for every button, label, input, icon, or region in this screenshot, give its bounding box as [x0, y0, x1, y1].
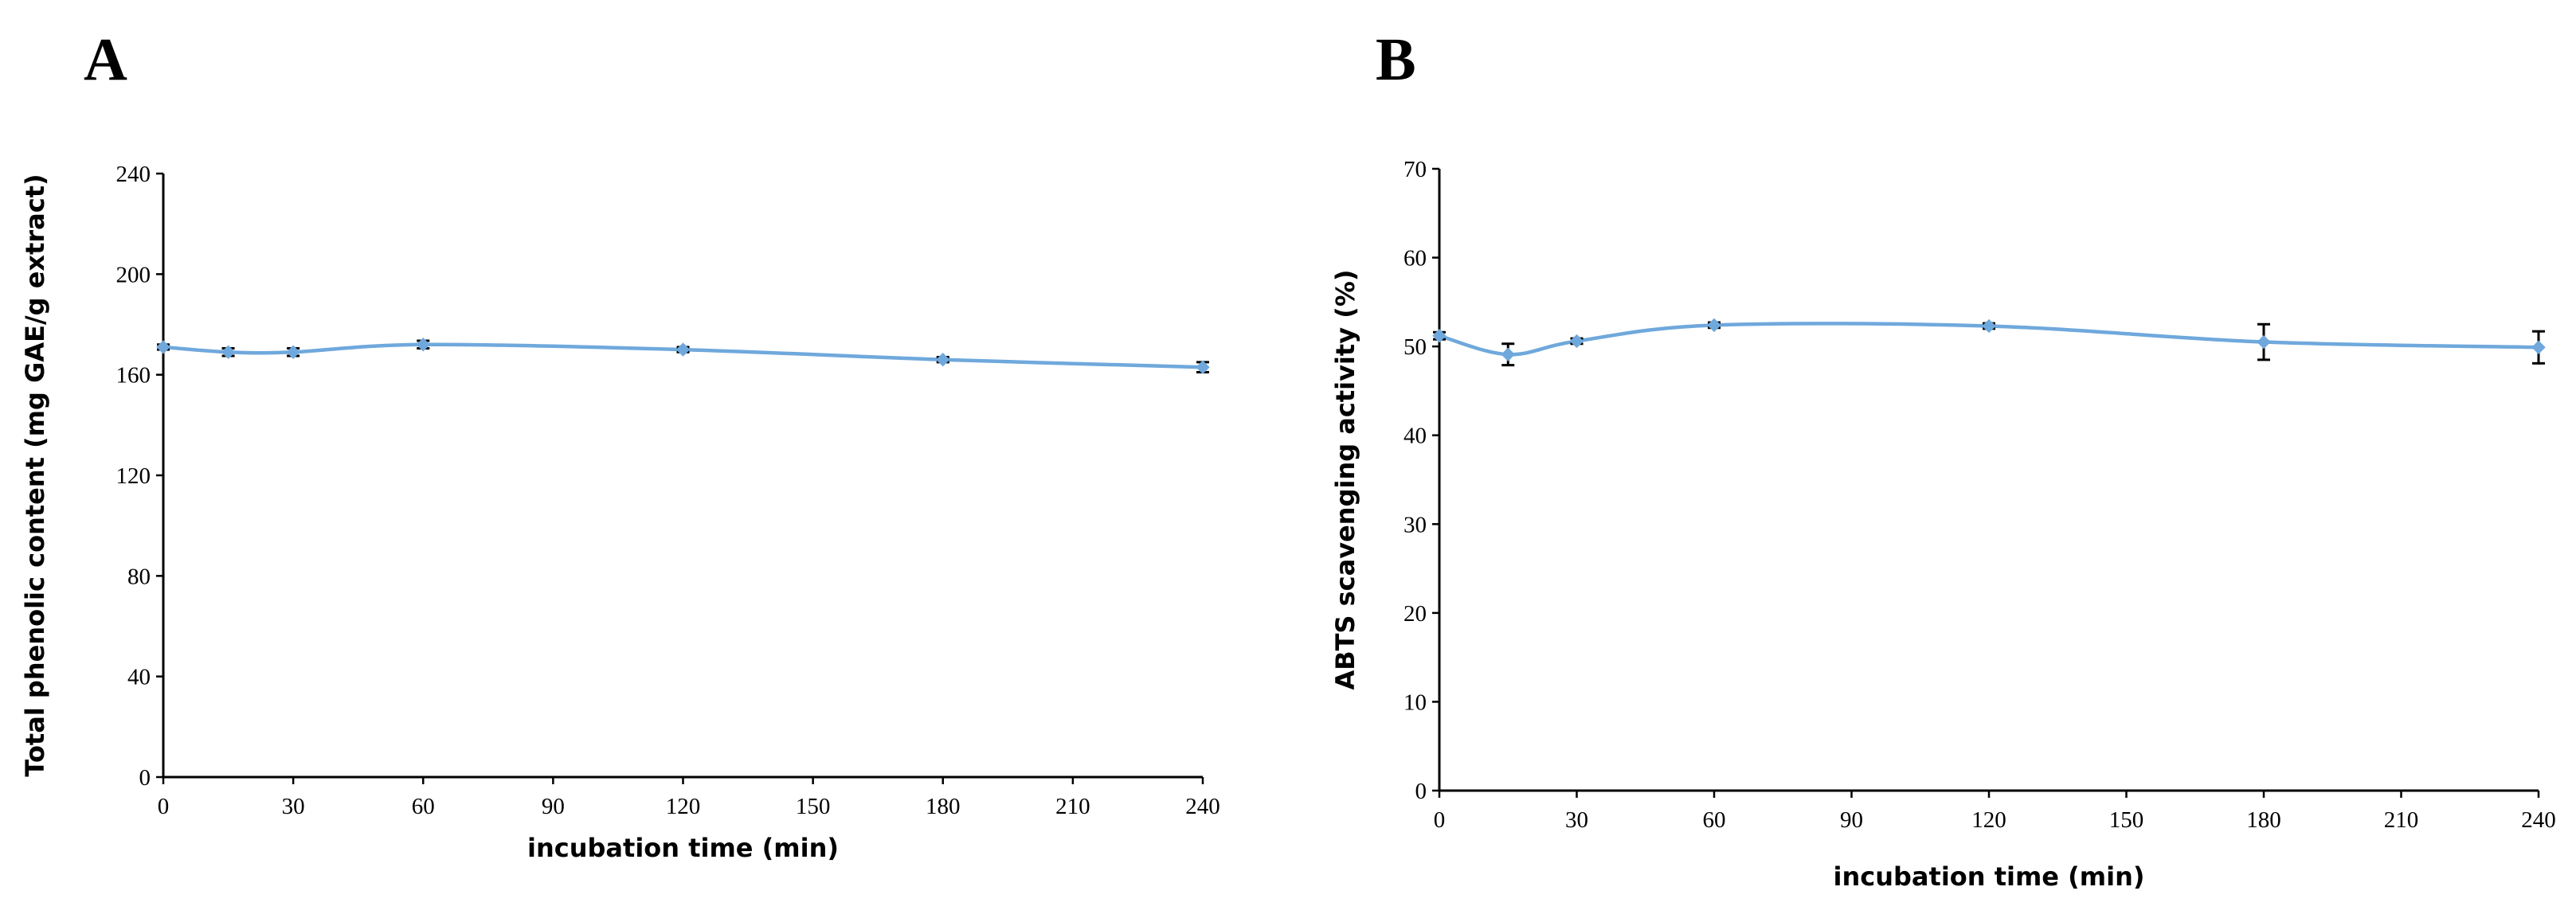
- x-tick-label: 120: [666, 794, 701, 819]
- x-tick-label: 210: [1055, 794, 1090, 819]
- data-point: [1982, 318, 1996, 334]
- x-tick-label: 120: [1971, 807, 2006, 833]
- y-tick-label: 40: [127, 665, 151, 690]
- x-tick-label: 180: [2246, 807, 2281, 833]
- x-axis-title: incubation time (min): [527, 833, 839, 863]
- x-tick-label: 150: [2109, 807, 2144, 833]
- y-axis-title: ABTS scavenging activity (%): [1330, 269, 1360, 689]
- data-point: [1432, 329, 1447, 343]
- x-axis-title: incubation time (min): [1834, 861, 2145, 892]
- x-tick-label: 30: [282, 794, 305, 819]
- data-point: [286, 345, 300, 359]
- data-point: [1501, 347, 1515, 361]
- y-tick-label: 40: [1403, 424, 1427, 449]
- data-point: [2531, 340, 2546, 354]
- data-point: [416, 338, 430, 352]
- x-tick-label: 150: [796, 794, 831, 819]
- data-point: [156, 340, 170, 354]
- series-line-abts-scavenging-activity: [1437, 322, 2541, 357]
- y-tick-label: 50: [1403, 334, 1427, 360]
- panel-a: A 0 40 80 120 160 200 240 0 30 60 90 120 150 180 210 240…: [20, 26, 1220, 863]
- x-tick-label: 60: [1703, 807, 1726, 833]
- data-point: [936, 353, 950, 367]
- x-tick-label: 180: [926, 794, 961, 819]
- x-tick-label: 0: [158, 794, 170, 819]
- y-tick-label: 30: [1403, 512, 1427, 537]
- y-tick-label: 10: [1403, 689, 1427, 715]
- y-tick-label: 240: [116, 162, 151, 187]
- y-tick-label: 120: [116, 463, 151, 489]
- x-tick-label: 240: [1185, 794, 1220, 819]
- y-tick-label: 60: [1403, 246, 1427, 271]
- x-tick-label: 0: [1434, 807, 1446, 833]
- data-point: [1707, 318, 1721, 333]
- data-point: [221, 345, 236, 359]
- x-tick-label: 30: [1565, 807, 1588, 833]
- y-tick-label: 70: [1403, 157, 1427, 182]
- y-tick-label: 20: [1403, 601, 1427, 627]
- x-tick-label: 90: [1840, 807, 1863, 833]
- data-point: [2257, 334, 2271, 350]
- x-tick-label: 90: [542, 794, 565, 819]
- data-point: [1569, 334, 1584, 349]
- y-axis-title: Total phenolic content (mg GAE/g extract…: [20, 174, 50, 776]
- data-point: [1196, 360, 1210, 374]
- data-point: [675, 342, 691, 357]
- panel-letter: B: [1376, 26, 1416, 93]
- y-tick-label: 0: [139, 765, 151, 791]
- y-tick-label: 160: [116, 363, 151, 389]
- x-tick-label: 240: [2521, 807, 2556, 833]
- y-tick-label: 200: [116, 262, 151, 287]
- x-tick-label: 60: [412, 794, 435, 819]
- series-line-total-phenolic-content: [161, 342, 1205, 369]
- panel-letter: A: [84, 26, 127, 93]
- panel-b: B 0 10 20 30 40 50 60 70 0 30 60 90 120 150 180 210 240 in…: [1330, 26, 2556, 892]
- x-tick-label: 210: [2384, 807, 2419, 833]
- y-tick-label: 0: [1415, 779, 1427, 804]
- y-tick-label: 80: [127, 564, 151, 589]
